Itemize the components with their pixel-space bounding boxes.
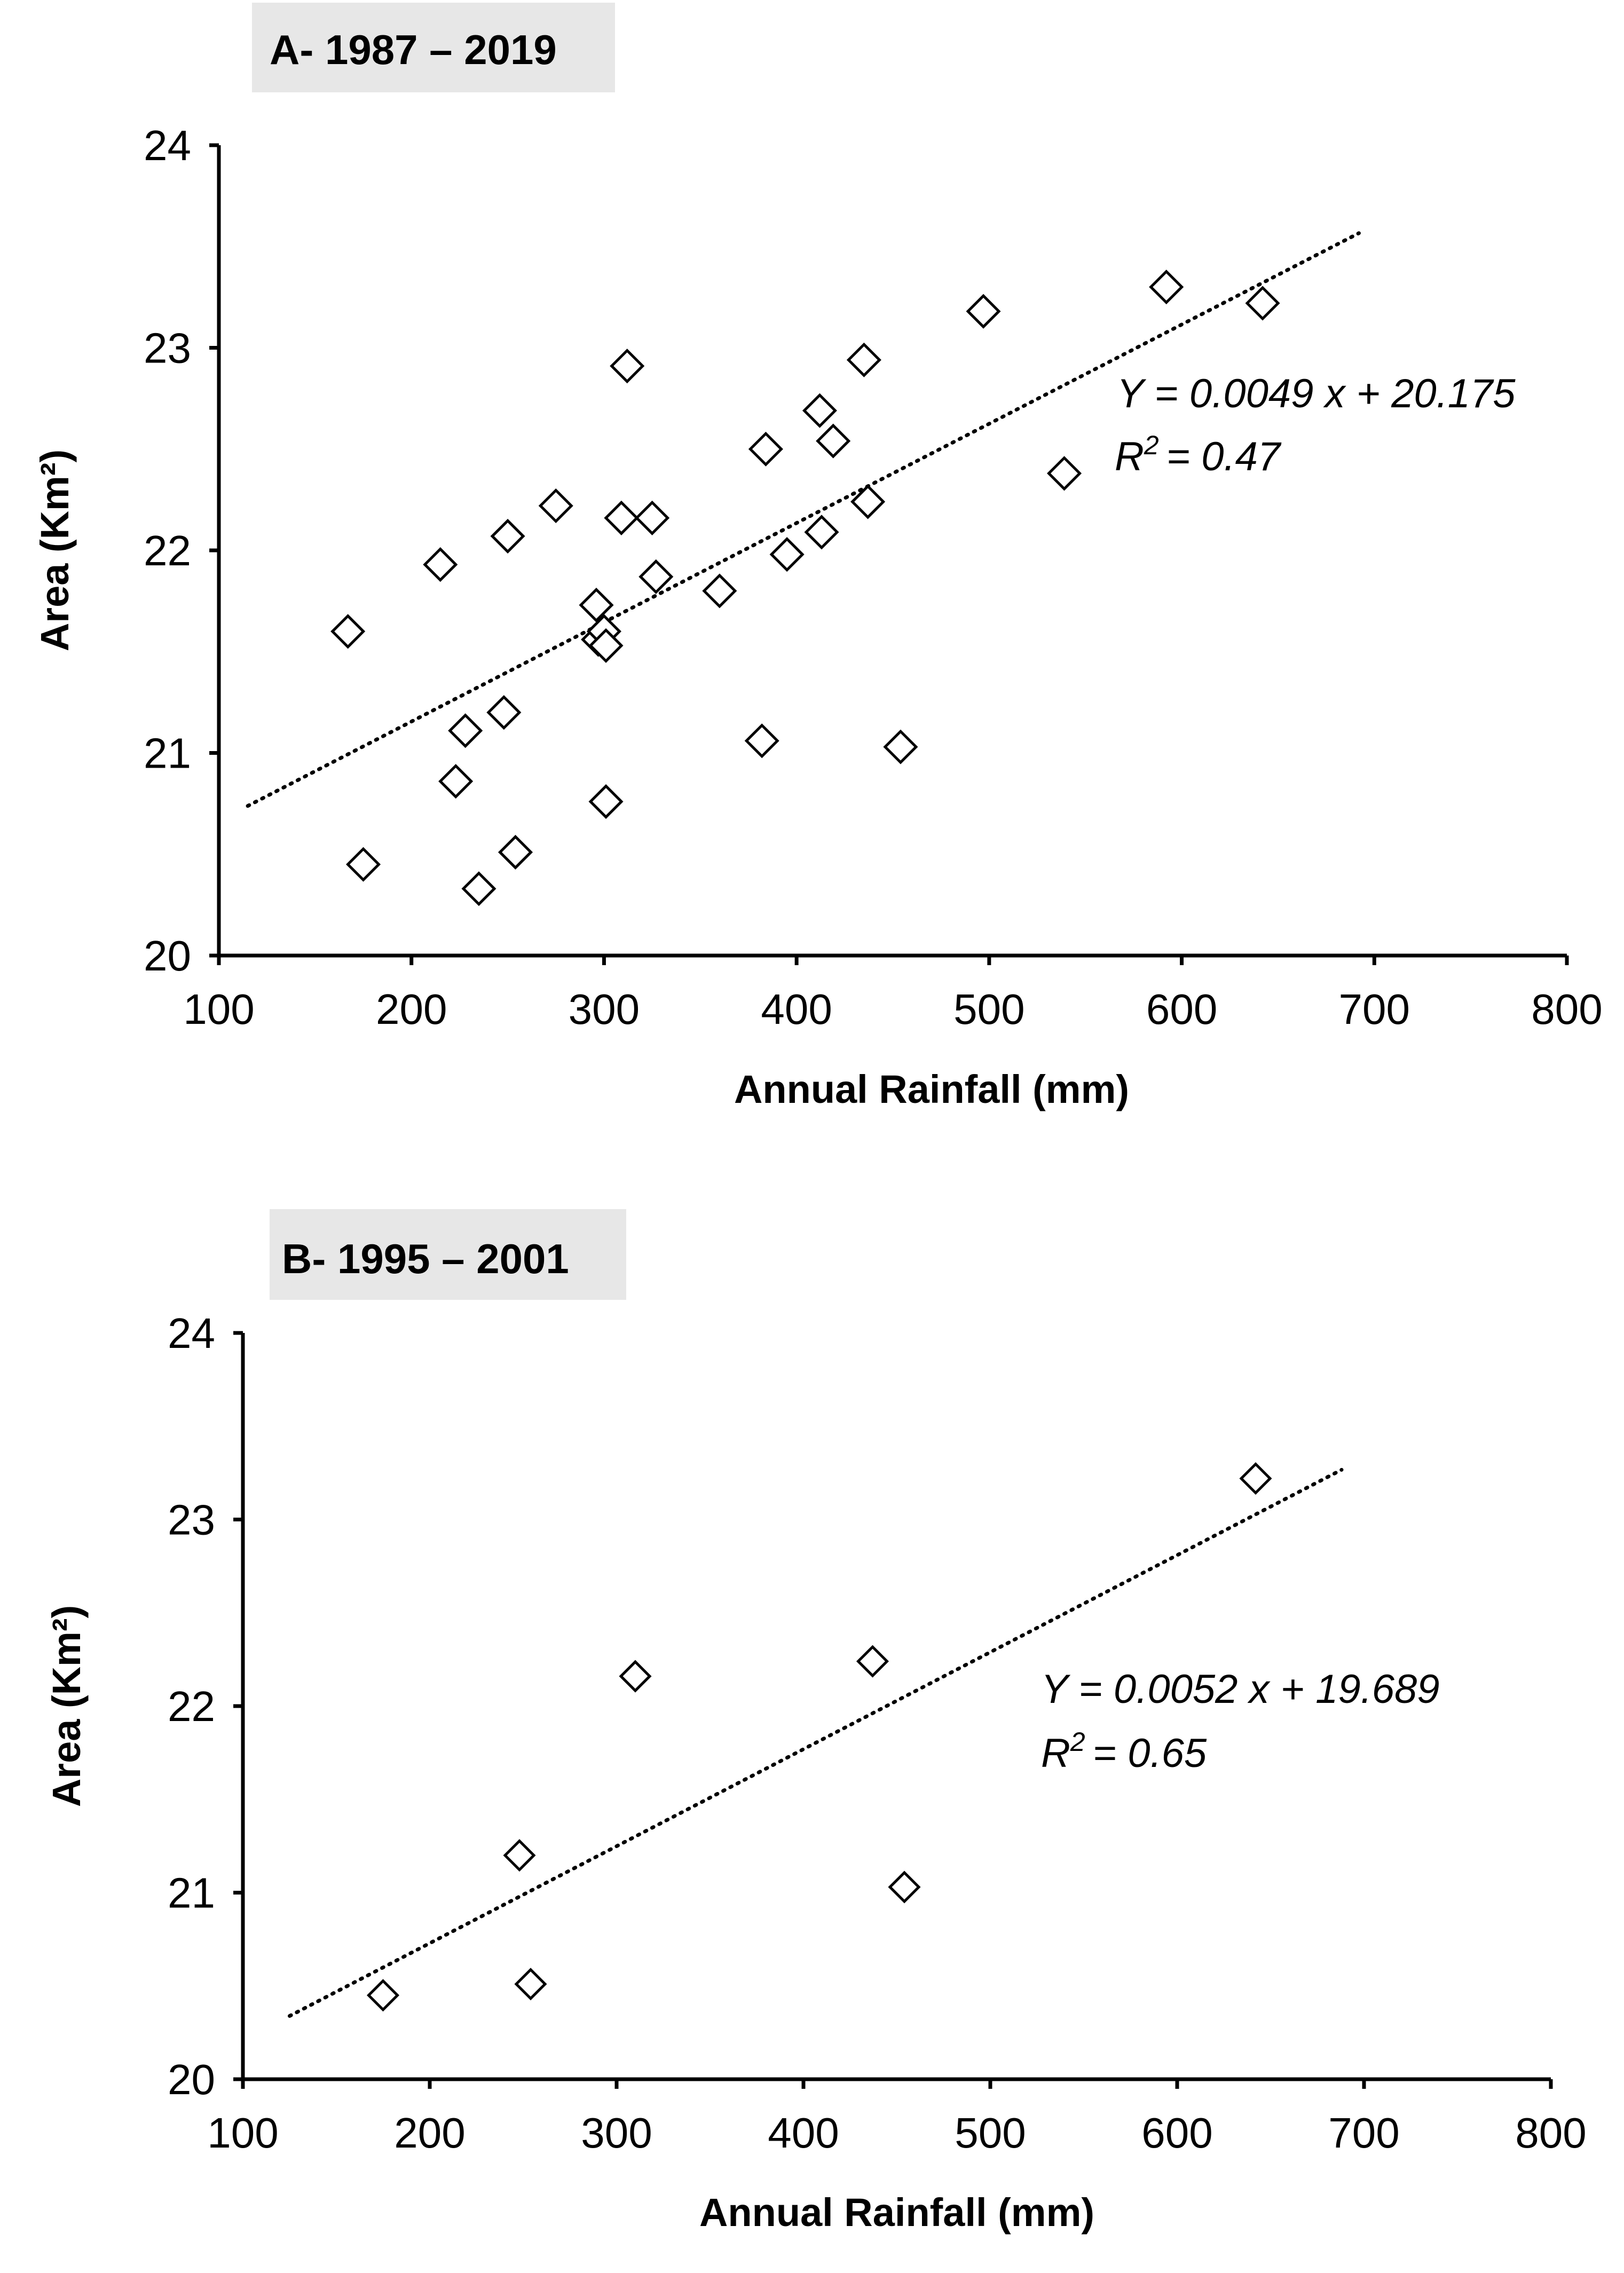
panel-a-trendline <box>246 231 1361 808</box>
panel-a-points <box>330 270 1280 906</box>
panel-a-data-point <box>850 484 886 519</box>
panel-b-y-tick-label: 24 <box>168 1309 215 1357</box>
panel-a-x-ticks: 100 200 300 400 500 600 700 800 <box>183 956 1603 1033</box>
panel-a-data-point <box>1047 456 1082 491</box>
panel-a-data-point <box>423 547 458 582</box>
panel-b-x-tick-label: 800 <box>1515 2109 1586 2157</box>
panel-b-data-point <box>503 1839 536 1872</box>
panel-a-x-tick-label: 700 <box>1339 985 1410 1033</box>
panel-a-x-tick-label: 500 <box>953 985 1024 1033</box>
panel-a-x-tick-label: 100 <box>183 985 254 1033</box>
panel-a-data-point <box>744 723 779 759</box>
panel-a-y-ticks: 20 21 22 23 24 <box>144 122 219 980</box>
panel-a-y-axis-label: Area (Km²) <box>33 449 77 651</box>
panel-b-y-tick-label: 21 <box>168 1869 215 1917</box>
panel-a-regression-equation: Y = 0.0049 x + 20.175 <box>1117 371 1516 416</box>
panel-a-data-point <box>769 537 805 572</box>
panel-a-data-point <box>846 342 881 377</box>
panel-a-data-point <box>588 784 624 819</box>
panel-a-data-point <box>346 847 381 882</box>
panel-a-title-background <box>252 3 615 92</box>
panel-b-trendline <box>288 1467 1344 2018</box>
panel-a-title: A- 1987 – 2019 <box>270 26 557 73</box>
panel-b-data-point <box>514 1968 547 2001</box>
panel-a-x-tick-label: 600 <box>1146 985 1217 1033</box>
panel-a-data-point <box>816 423 851 459</box>
panel-a-data-point <box>486 695 522 730</box>
panel-b-data-point <box>856 1645 889 1678</box>
panel-b-title-background <box>270 1209 626 1300</box>
panel-a-data-point <box>883 729 918 764</box>
panel-a-r-squared: R2 = 0.47 <box>1115 430 1282 479</box>
panel-a-x-tick-label: 400 <box>761 985 832 1033</box>
panel-a-data-point <box>448 713 483 748</box>
panel-a-data-point <box>490 518 525 554</box>
panel-a-x-axis-label: Annual Rainfall (mm) <box>734 1067 1129 1111</box>
panel-b-x-tick-label: 100 <box>207 2109 278 2157</box>
panel-a-data-point <box>638 559 674 594</box>
panel-b-r-squared-value: = 0.65 <box>1093 1731 1207 1776</box>
panel-a-data-point <box>610 349 645 384</box>
panel-a-data-point <box>538 488 573 524</box>
panel-b-y-tick-label: 20 <box>168 2056 215 2103</box>
panel-a-r-squared-value: = 0.47 <box>1166 434 1282 479</box>
panel-b-y-tick-label: 22 <box>168 1683 215 1730</box>
panel-a-data-point <box>579 587 614 623</box>
panel-b-data-point <box>366 1979 400 2012</box>
panel-a-x-tick-label: 800 <box>1531 985 1602 1033</box>
panel-a-data-point <box>702 573 737 609</box>
panel-b-points <box>366 1462 1272 2012</box>
panel-b-regression-equation: Y = 0.0052 x + 19.689 <box>1041 1667 1440 1712</box>
panel-a-x-tick-label: 200 <box>376 985 447 1033</box>
panel-b-r-squared: R2 = 0.65 <box>1041 1727 1207 1776</box>
panel-a-data-point <box>802 393 837 428</box>
panel-b-x-tick-label: 500 <box>955 2109 1026 2157</box>
panel-b-r-squared-symbol: R <box>1041 1731 1070 1776</box>
panel-b-x-tick-label: 300 <box>581 2109 652 2157</box>
panel-b-x-ticks: 100 200 300 400 500 600 700 800 <box>207 2079 1587 2157</box>
panel-b-x-axis-label: Annual Rainfall (mm) <box>699 2190 1094 2235</box>
panel-a-y-tick-label: 21 <box>144 730 191 777</box>
panel-b-data-point <box>888 1871 921 1904</box>
panel-b-y-tick-label: 23 <box>168 1496 215 1544</box>
panel-a-data-point <box>1149 270 1184 305</box>
panel-b-data-point <box>1239 1462 1272 1495</box>
panel-b-data-point <box>619 1660 652 1693</box>
panel-a-y-tick-label: 23 <box>144 325 191 372</box>
panel-a-data-point <box>498 834 533 870</box>
chart-panel-a: A- 1987 – 2019 20 21 22 23 24 100 200 300 400 50… <box>33 3 1603 1111</box>
panel-a-r-squared-symbol: R <box>1115 434 1144 479</box>
chart-panel-b: B- 1995 – 2001 20 21 22 23 24 100 200 300 400 50… <box>44 1209 1587 2235</box>
panel-a-data-point <box>748 431 783 467</box>
panel-b-r-squared-exponent: 2 <box>1070 1727 1085 1757</box>
panel-b-title: B- 1995 – 2001 <box>282 1235 569 1282</box>
panel-a-data-point <box>330 614 366 649</box>
panel-a-y-tick-label: 24 <box>144 122 191 169</box>
panel-b-y-axis-label: Area (Km²) <box>44 1605 89 1807</box>
panel-a-r-squared-exponent: 2 <box>1144 430 1159 460</box>
panel-a-y-tick-label: 22 <box>144 527 191 574</box>
panel-a-data-point <box>804 515 839 550</box>
panel-a-data-point <box>966 294 1001 329</box>
panel-a-y-tick-label: 20 <box>144 932 191 980</box>
panel-a-data-point <box>635 500 670 535</box>
panel-a-data-point <box>1245 286 1280 321</box>
panel-a-data-point <box>438 764 474 799</box>
panel-b-x-tick-label: 700 <box>1328 2109 1399 2157</box>
panel-b-x-tick-label: 400 <box>768 2109 839 2157</box>
panel-a-data-point <box>588 628 624 663</box>
panel-b-x-tick-label: 600 <box>1141 2109 1212 2157</box>
panel-b-x-tick-label: 200 <box>394 2109 465 2157</box>
panel-a-x-tick-label: 300 <box>569 985 640 1033</box>
panel-b-y-ticks: 20 21 22 23 24 <box>168 1309 243 2103</box>
panel-a-data-point <box>461 871 496 906</box>
panel-a-data-point <box>604 500 639 535</box>
